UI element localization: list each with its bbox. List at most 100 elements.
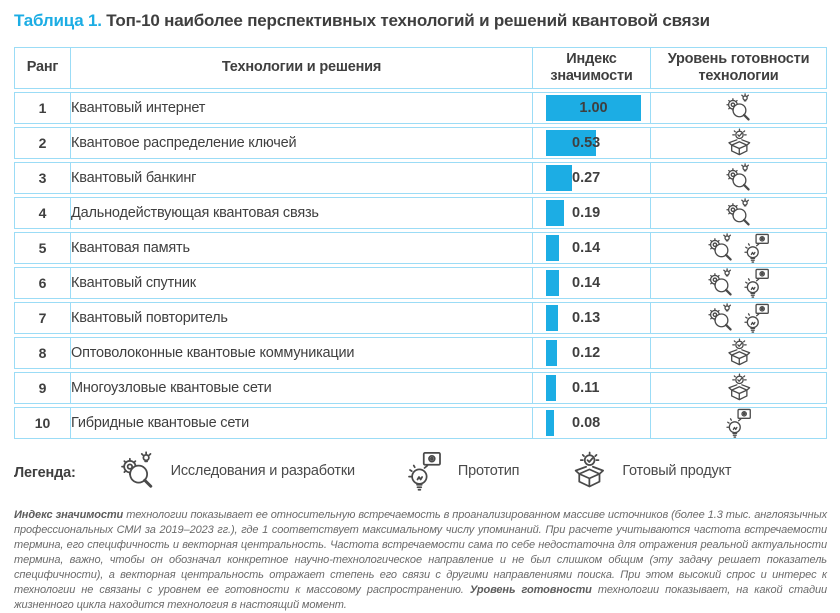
table-row: 10 Гибридные квантовые сети 0.08 <box>14 407 827 439</box>
technology-cell: Квантовый повторитель <box>71 302 533 334</box>
significance-value: 0.08 <box>572 415 601 431</box>
significance-value: 0.53 <box>572 135 601 151</box>
legend-item-label: Готовый продукт <box>622 462 732 479</box>
index-cell: 1.00 <box>533 92 651 124</box>
footnote: Индекс значимости технологии показывает … <box>14 508 827 613</box>
technology-cell: Квантовый спутник <box>71 267 533 299</box>
table-row: 2 Квантовое распределение ключей 0.53 <box>14 127 827 159</box>
significance-value: 0.13 <box>572 310 601 326</box>
legend-item: Исследования и разработки <box>118 450 355 491</box>
readiness-cell <box>651 372 827 404</box>
significance-bar-wrap: 0.11 <box>546 375 646 401</box>
prototype-icon <box>742 303 772 333</box>
table-row: 9 Многоузловые квантовые сети 0.11 <box>14 372 827 404</box>
significance-bar <box>546 340 557 366</box>
research-icon <box>706 303 736 333</box>
readiness-cell <box>651 407 827 439</box>
footnote-term: Индекс значимости <box>14 509 127 521</box>
readiness-cell <box>651 337 827 369</box>
significance-bar-wrap: 0.14 <box>546 235 646 261</box>
col-header-index: Индекс значимости <box>533 47 651 89</box>
index-cell: 0.19 <box>533 197 651 229</box>
legend-items: Исследования и разработки Прототип Готовый… <box>118 450 782 496</box>
prototype-icon <box>724 408 754 438</box>
product-icon <box>724 128 754 158</box>
significance-bar-wrap: 0.12 <box>546 340 646 366</box>
footnote-term: Уровень готовности <box>469 583 598 596</box>
table-number-label: Таблица 1. <box>14 11 102 30</box>
technology-cell: Квантовая память <box>71 232 533 264</box>
prototype-icon <box>742 268 772 298</box>
rank-cell: 8 <box>14 337 71 369</box>
table-title-text: Топ-10 наиболее перспективных технологий… <box>106 11 710 30</box>
significance-bar <box>546 235 559 261</box>
page: Таблица 1. Топ-10 наиболее перспективных… <box>14 11 827 611</box>
table-row: 3 Квантовый банкинг 0.27 <box>14 162 827 194</box>
technology-cell: Дальнодействующая квантовая связь <box>71 197 533 229</box>
rank-cell: 3 <box>14 162 71 194</box>
readiness-cell <box>651 197 827 229</box>
technology-cell: Квантовый интернет <box>71 92 533 124</box>
significance-value: 0.19 <box>572 205 601 221</box>
prototype-icon <box>405 451 445 491</box>
technology-cell: Гибридные квантовые сети <box>71 407 533 439</box>
footnote-text: технологии показывает ее относительную в… <box>14 509 827 596</box>
significance-bar-wrap: 0.27 <box>546 165 646 191</box>
table-row: 6 Квантовый спутник 0.14 <box>14 267 827 299</box>
research-icon <box>118 450 158 491</box>
legend-item: Прототип <box>405 451 520 491</box>
significance-bar <box>546 305 558 331</box>
research-icon <box>706 233 736 263</box>
research-icon <box>706 268 736 298</box>
significance-bar <box>546 200 564 226</box>
table-row: 5 Квантовая память 0.14 <box>14 232 827 264</box>
header-row: Ранг Технологии и решения Индекс значимо… <box>14 47 827 89</box>
top10-table: Ранг Технологии и решения Индекс значимо… <box>14 44 827 442</box>
index-cell: 0.53 <box>533 127 651 159</box>
rank-cell: 4 <box>14 197 71 229</box>
significance-bar-wrap: 0.13 <box>546 305 646 331</box>
index-cell: 0.12 <box>533 337 651 369</box>
index-cell: 0.13 <box>533 302 651 334</box>
significance-bar-wrap: 0.53 <box>546 130 646 156</box>
rank-cell: 5 <box>14 232 71 264</box>
significance-value: 0.11 <box>572 380 600 396</box>
significance-bar-wrap: 1.00 <box>546 95 646 121</box>
table-row: 4 Дальнодействующая квантовая связь 0.19 <box>14 197 827 229</box>
significance-value: 0.14 <box>572 275 601 291</box>
readiness-cell <box>651 232 827 264</box>
technology-cell: Оптоволоконные квантовые коммуникации <box>71 337 533 369</box>
product-icon <box>569 451 609 491</box>
rank-cell: 10 <box>14 407 71 439</box>
rank-cell: 1 <box>14 92 71 124</box>
readiness-cell <box>651 162 827 194</box>
product-icon <box>724 338 754 368</box>
page-title: Таблица 1. Топ-10 наиболее перспективных… <box>14 11 827 31</box>
research-icon <box>724 93 754 123</box>
significance-bar <box>546 375 556 401</box>
readiness-cell <box>651 92 827 124</box>
readiness-cell <box>651 302 827 334</box>
significance-value: 0.27 <box>572 170 601 186</box>
table-row: 7 Квантовый повторитель 0.13 <box>14 302 827 334</box>
index-cell: 0.11 <box>533 372 651 404</box>
index-cell: 0.14 <box>533 232 651 264</box>
significance-bar <box>546 165 572 191</box>
index-cell: 0.08 <box>533 407 651 439</box>
prototype-icon <box>742 233 772 263</box>
significance-bar-wrap: 0.08 <box>546 410 646 436</box>
readiness-cell <box>651 127 827 159</box>
technology-cell: Многоузловые квантовые сети <box>71 372 533 404</box>
research-icon <box>724 163 754 193</box>
legend-label: Легенда: <box>14 465 76 481</box>
rank-cell: 9 <box>14 372 71 404</box>
significance-bar <box>546 410 554 436</box>
index-cell: 0.27 <box>533 162 651 194</box>
legend-item-label: Исследования и разработки <box>170 462 355 479</box>
table-row: 1 Квантовый интернет 1.00 <box>14 92 827 124</box>
significance-bar <box>546 270 559 296</box>
legend: Легенда: Исследования и разработки Протот… <box>14 450 827 496</box>
table-row: 8 Оптоволоконные квантовые коммуникации … <box>14 337 827 369</box>
significance-value: 0.14 <box>572 240 601 256</box>
index-cell: 0.14 <box>533 267 651 299</box>
